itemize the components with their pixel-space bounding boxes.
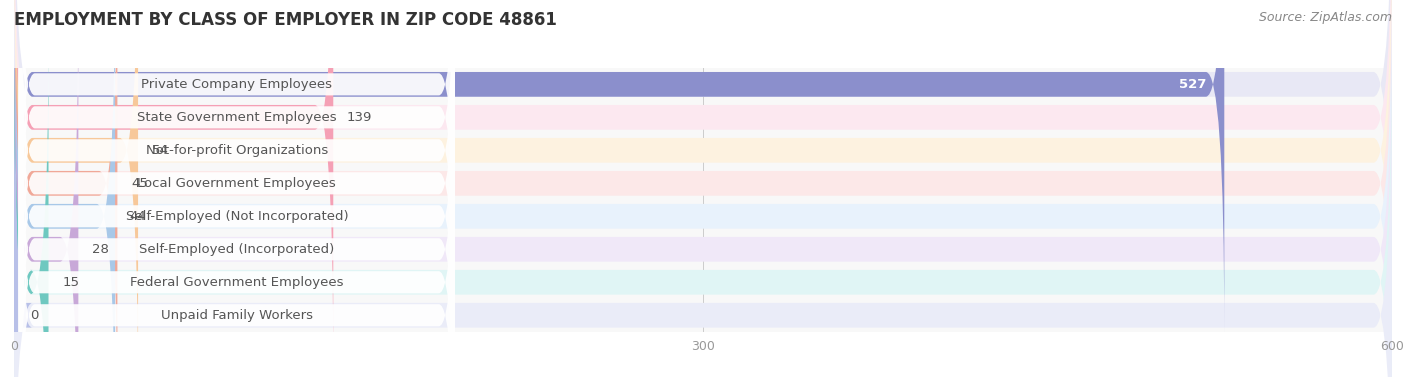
FancyBboxPatch shape — [18, 95, 456, 377]
Text: 28: 28 — [93, 243, 110, 256]
FancyBboxPatch shape — [14, 64, 1392, 377]
Text: 15: 15 — [62, 276, 79, 289]
FancyBboxPatch shape — [18, 63, 456, 377]
FancyBboxPatch shape — [18, 0, 456, 377]
FancyBboxPatch shape — [14, 0, 1392, 377]
Text: 139: 139 — [347, 111, 373, 124]
Text: 527: 527 — [1178, 78, 1206, 91]
Text: 45: 45 — [131, 177, 148, 190]
FancyBboxPatch shape — [18, 29, 456, 377]
FancyBboxPatch shape — [14, 0, 1392, 336]
FancyBboxPatch shape — [18, 0, 456, 377]
FancyBboxPatch shape — [18, 0, 456, 370]
FancyBboxPatch shape — [14, 0, 1225, 336]
FancyBboxPatch shape — [14, 31, 48, 377]
Text: State Government Employees: State Government Employees — [136, 111, 336, 124]
Text: EMPLOYMENT BY CLASS OF EMPLOYER IN ZIP CODE 48861: EMPLOYMENT BY CLASS OF EMPLOYER IN ZIP C… — [14, 11, 557, 29]
Text: 44: 44 — [129, 210, 146, 223]
FancyBboxPatch shape — [14, 0, 1392, 377]
FancyBboxPatch shape — [18, 0, 456, 337]
FancyBboxPatch shape — [14, 0, 79, 377]
Text: Federal Government Employees: Federal Government Employees — [131, 276, 343, 289]
FancyBboxPatch shape — [14, 0, 333, 369]
FancyBboxPatch shape — [14, 0, 138, 377]
Text: Unpaid Family Workers: Unpaid Family Workers — [160, 309, 312, 322]
FancyBboxPatch shape — [18, 0, 456, 304]
Text: Source: ZipAtlas.com: Source: ZipAtlas.com — [1258, 11, 1392, 24]
Text: 0: 0 — [30, 309, 38, 322]
Text: Self-Employed (Incorporated): Self-Employed (Incorporated) — [139, 243, 335, 256]
Text: Private Company Employees: Private Company Employees — [142, 78, 332, 91]
FancyBboxPatch shape — [14, 31, 1392, 377]
Text: Local Government Employees: Local Government Employees — [138, 177, 336, 190]
FancyBboxPatch shape — [14, 0, 1392, 377]
Text: Self-Employed (Not Incorporated): Self-Employed (Not Incorporated) — [125, 210, 349, 223]
Text: Not-for-profit Organizations: Not-for-profit Organizations — [146, 144, 328, 157]
FancyBboxPatch shape — [14, 0, 1392, 377]
FancyBboxPatch shape — [14, 0, 1392, 369]
Text: 54: 54 — [152, 144, 169, 157]
FancyBboxPatch shape — [14, 0, 118, 377]
FancyBboxPatch shape — [14, 0, 115, 377]
FancyBboxPatch shape — [0, 64, 32, 377]
